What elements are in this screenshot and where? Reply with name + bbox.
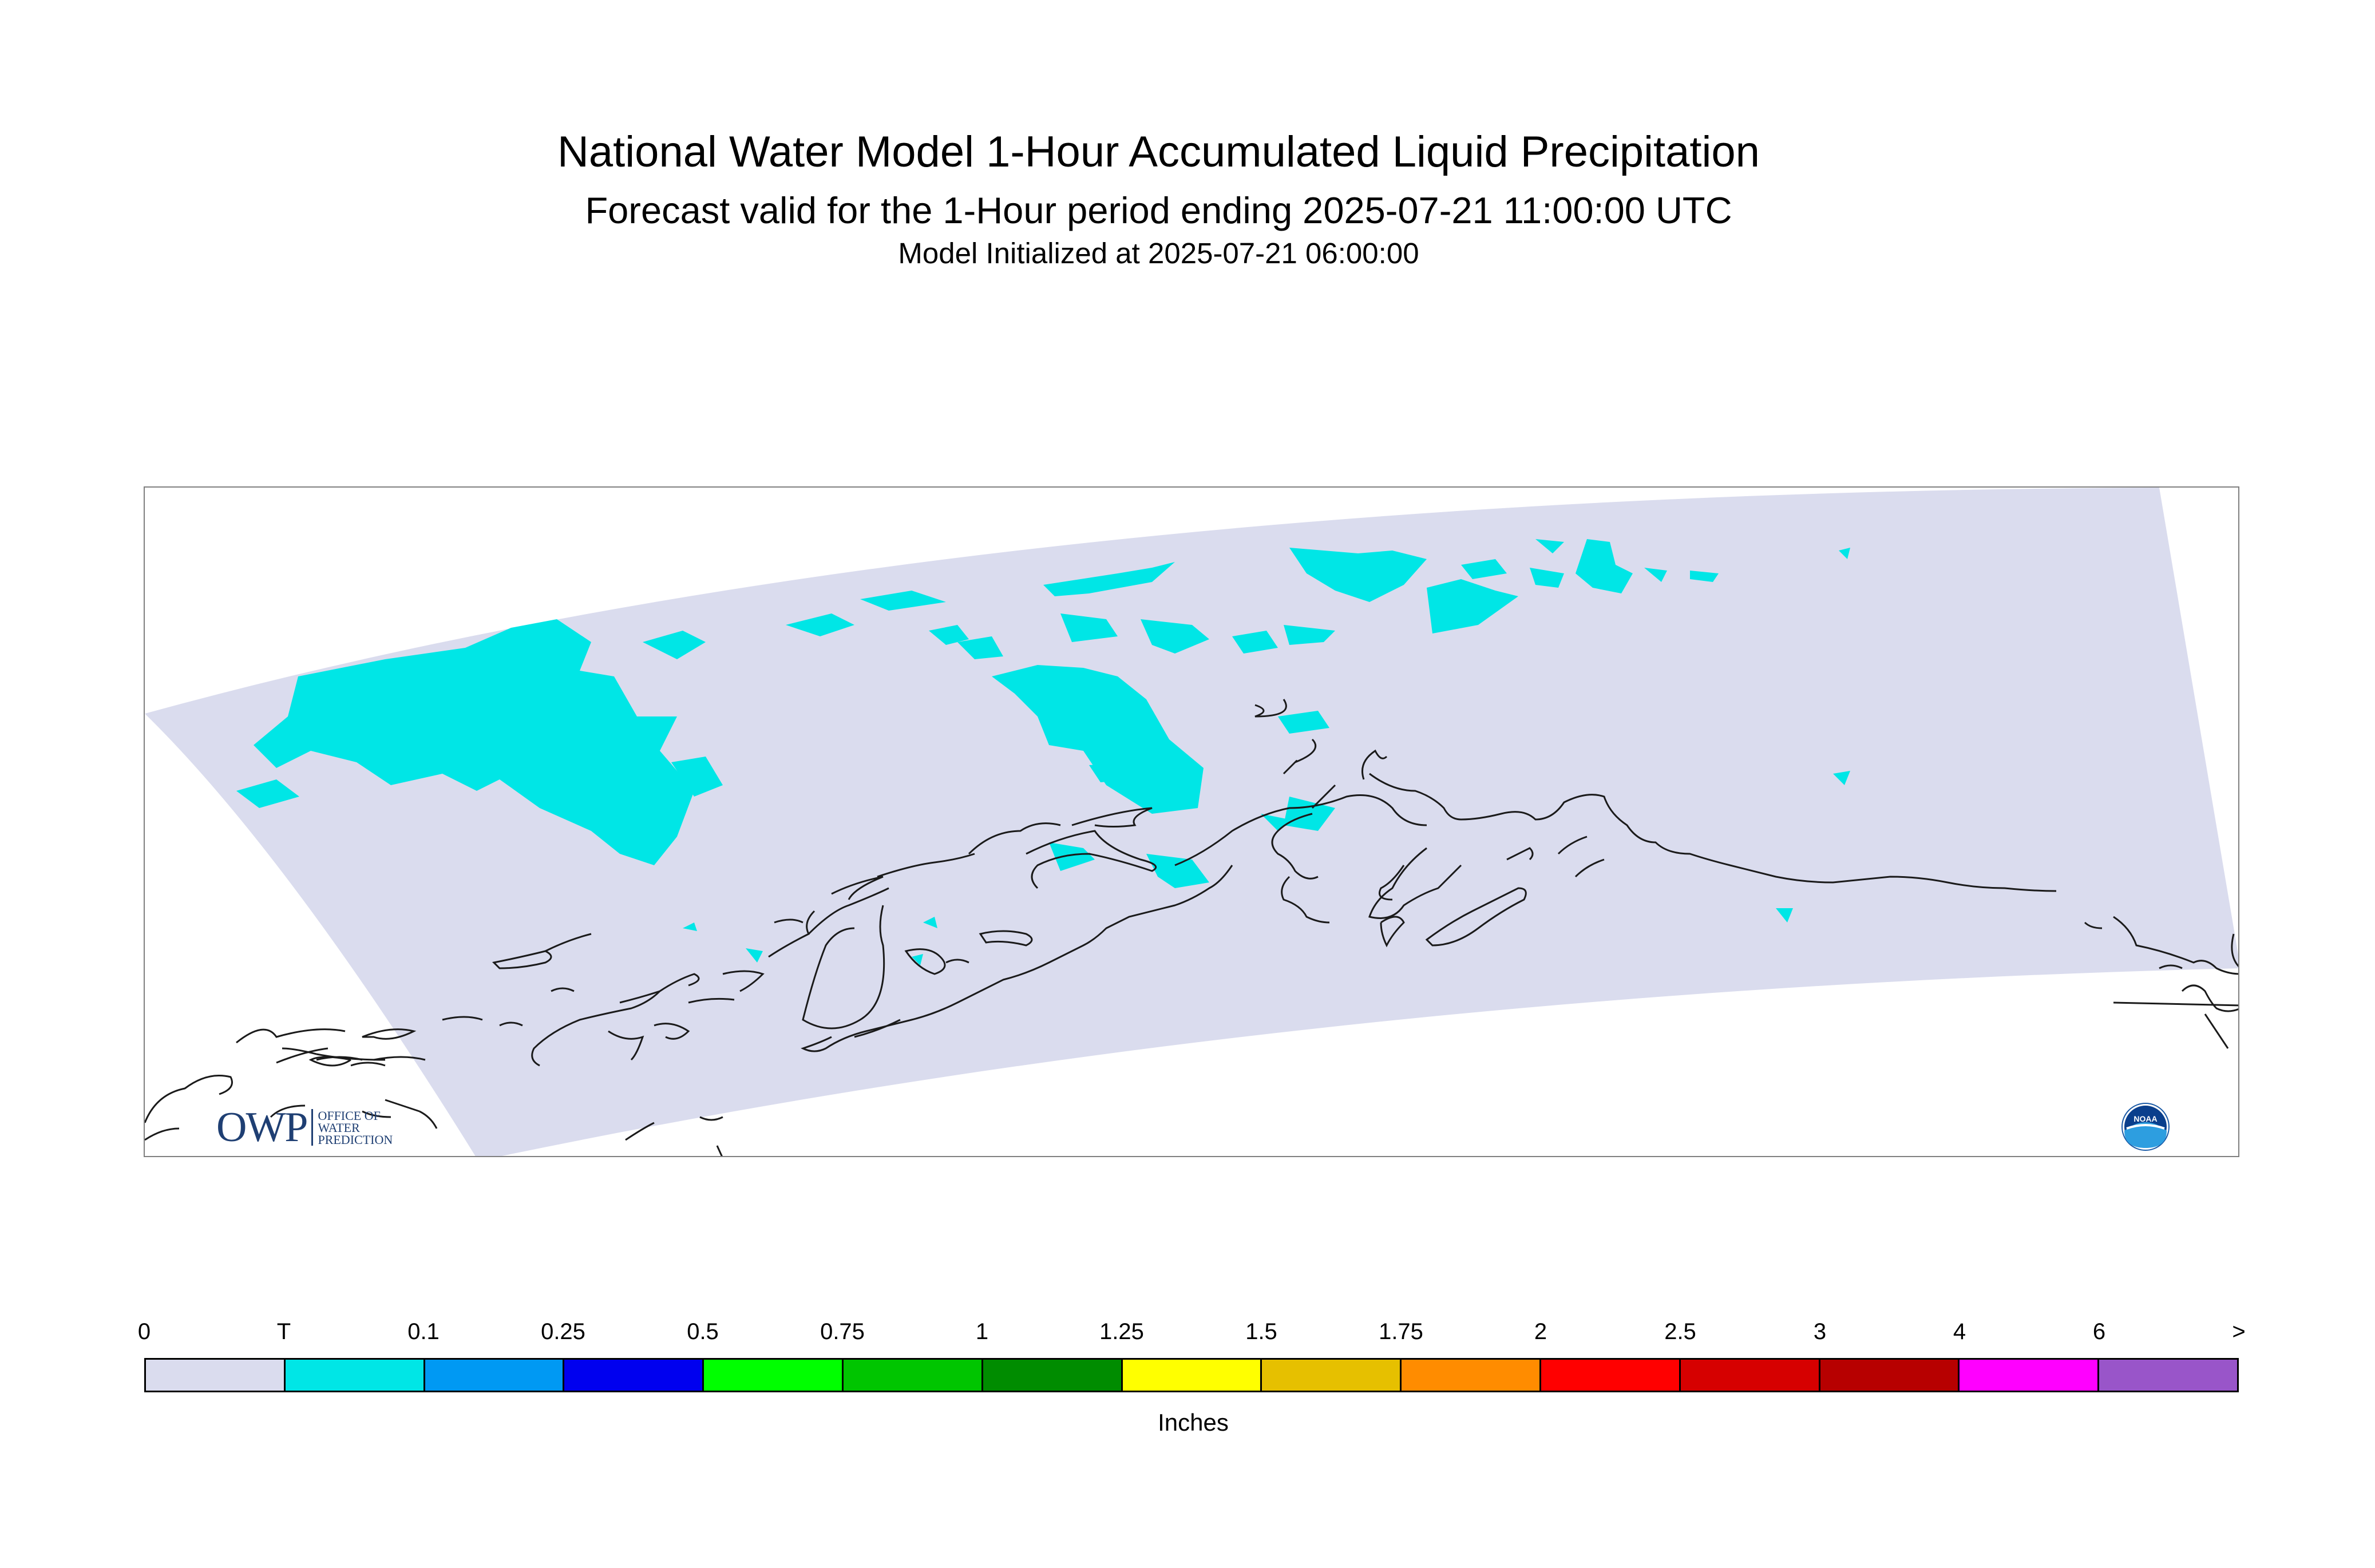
legend-swatch [843, 1360, 983, 1391]
legend-swatch [2099, 1360, 2237, 1391]
legend-tick-label: 3 [1813, 1319, 1827, 1344]
coastlines [145, 699, 2238, 1156]
legend-tick-label: 0.75 [820, 1319, 865, 1344]
legend-swatch [1820, 1360, 1960, 1391]
legend-swatch [564, 1360, 704, 1391]
legend-tick-label: 1.25 [1099, 1319, 1144, 1344]
precipitation-map [144, 486, 2239, 1157]
legend-units: Inches [1158, 1409, 1229, 1436]
legend-swatch [1402, 1360, 1541, 1391]
owp-logo-rule [311, 1109, 314, 1146]
precip-cells [236, 539, 1850, 965]
legend-tick-label: T [276, 1319, 291, 1344]
legend-tick-label: 6 [2092, 1319, 2106, 1344]
legend-colorbar [144, 1358, 2239, 1392]
legend-swatch [285, 1360, 425, 1391]
model-init-line: Model Initialized at 2025-07-21 06:00:00 [898, 237, 1419, 270]
noaa-logo-text: NOAA [2133, 1114, 2157, 1123]
legend-tick-label: 0 [137, 1319, 151, 1344]
legend-tick-label: 2.5 [1664, 1319, 1696, 1344]
legend-tick-label: 2 [1534, 1319, 1547, 1344]
legend-tick-label: > [2232, 1319, 2246, 1344]
legend-swatch [146, 1360, 286, 1391]
legend-tick-label: 0.5 [687, 1319, 719, 1344]
legend-swatch [1262, 1360, 1402, 1391]
owp-logo-subtext: OFFICE OF WATER PREDICTION [318, 1108, 393, 1147]
owp-logo-text: OWP [216, 1103, 308, 1151]
forecast-valid-subtitle: Forecast valid for the 1-Hour period end… [585, 189, 1732, 231]
legend-tick-label: 1.75 [1379, 1319, 1423, 1344]
legend-tick-label: 4 [1953, 1319, 1966, 1344]
legend-swatch [983, 1360, 1123, 1391]
legend-tick-label: 1.5 [1245, 1319, 1277, 1344]
legend-swatch [425, 1360, 565, 1391]
legend-tick-label: 0.1 [407, 1319, 440, 1344]
owp-logo: OWP OFFICE OF WATER PREDICTION [216, 1103, 393, 1151]
legend-swatch [1122, 1360, 1262, 1391]
legend-tick-label: 1 [975, 1319, 989, 1344]
legend-swatch [1960, 1360, 2100, 1391]
legend-swatch [1680, 1360, 1820, 1391]
model-domain [145, 488, 2238, 1156]
legend-swatch [1541, 1360, 1681, 1391]
legend-tick-label: 0.25 [541, 1319, 585, 1344]
legend-swatch [704, 1360, 844, 1391]
noaa-logo: NOAA [2121, 1102, 2170, 1151]
map-title: National Water Model 1-Hour Accumulated … [557, 128, 1760, 176]
